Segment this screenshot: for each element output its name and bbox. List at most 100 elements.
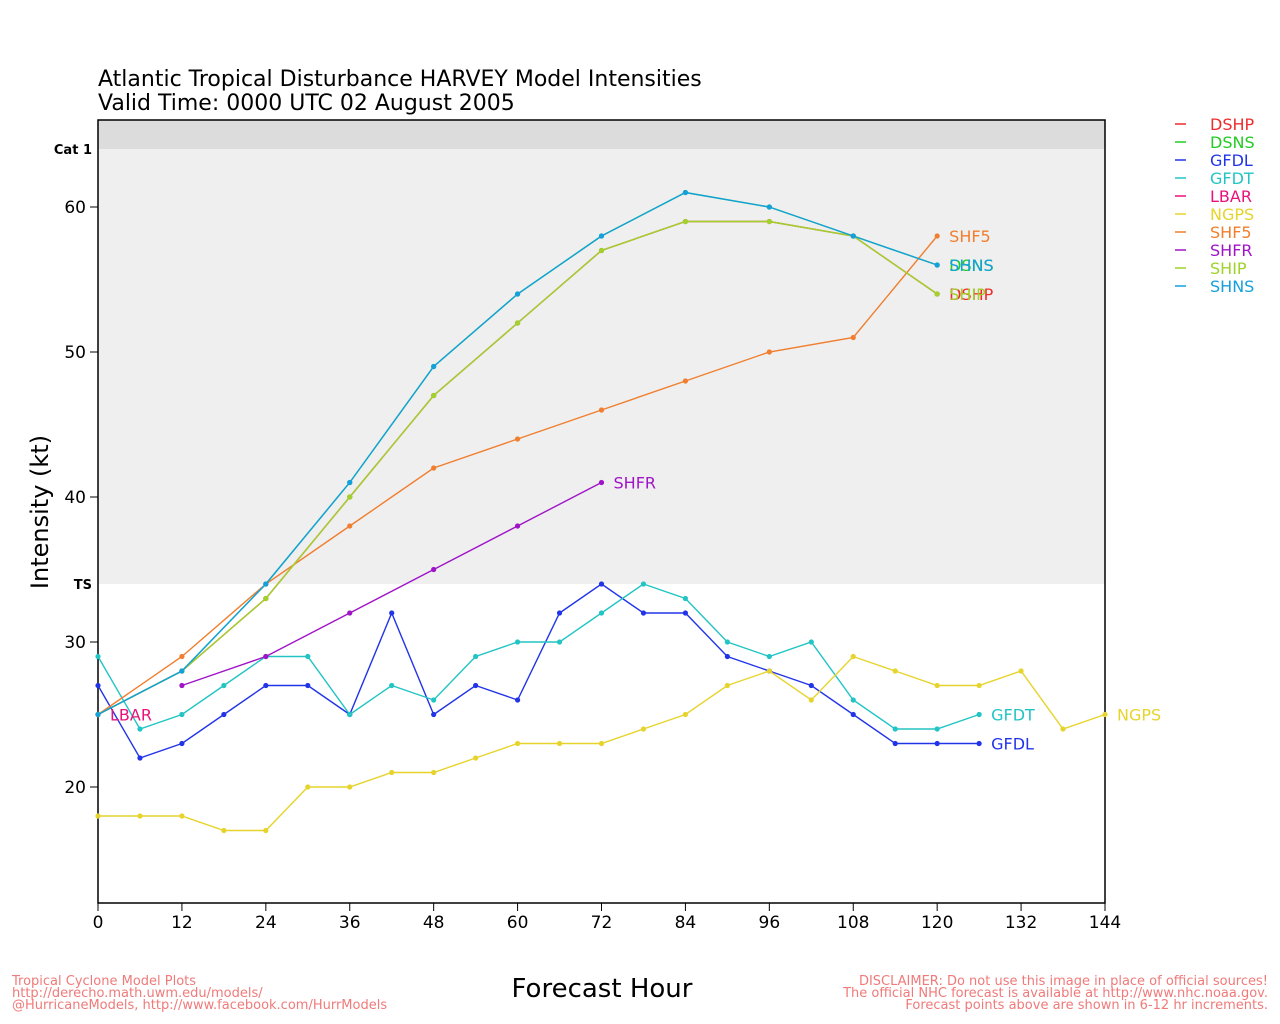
data-point-gfdl <box>473 682 479 689</box>
data-point-ngps <box>808 697 814 703</box>
data-point-gfdt <box>389 682 395 689</box>
data-point-ngps <box>766 668 772 674</box>
y-tick-label: 50 <box>64 343 86 363</box>
data-point-shf5 <box>347 523 353 529</box>
data-point-gfdt <box>850 697 856 703</box>
data-point-ship <box>263 595 269 602</box>
data-point-ngps <box>556 740 563 747</box>
data-point-shns <box>431 363 437 370</box>
data-point-shfr <box>598 479 605 486</box>
x-tick-label: 36 <box>339 913 361 933</box>
data-point-shns <box>934 262 940 268</box>
series-line-gfdt <box>97 583 980 730</box>
cat1-band <box>98 120 1105 149</box>
data-point-gfdt <box>682 595 689 602</box>
data-point-ship <box>431 392 437 399</box>
y-tick-label: 60 <box>64 198 86 218</box>
data-point-ngps <box>1102 711 1108 718</box>
data-point-shf5 <box>934 233 940 239</box>
data-point-gfdl <box>892 740 898 747</box>
x-tick-label: 60 <box>507 913 529 933</box>
x-tick-label: 96 <box>759 913 781 933</box>
data-point-gfdt <box>431 697 437 703</box>
data-point-ngps <box>431 769 437 776</box>
data-point-ngps <box>221 827 227 834</box>
ts-band <box>98 149 1105 584</box>
data-point-ngps <box>514 740 521 747</box>
data-point-ngps <box>347 784 353 790</box>
data-point-shf5 <box>514 436 521 442</box>
data-point-gfdt <box>724 639 730 645</box>
data-point-gfdt <box>347 711 353 718</box>
data-point-shns <box>682 189 689 196</box>
data-point-ngps <box>473 755 479 761</box>
data-point-gfdt <box>137 726 143 732</box>
x-tick-label: 72 <box>591 913 613 933</box>
x-tick-label: 48 <box>423 913 445 933</box>
footer-disclaimer: DISCLAIMER: Do not use this image in pla… <box>843 974 1268 1013</box>
data-point-gfdl <box>850 711 856 718</box>
threshold-label: TS <box>74 578 92 593</box>
end-label-shfr: SHFR <box>614 474 657 493</box>
data-point-shns <box>514 291 521 297</box>
end-label-lbar: LBAR <box>110 706 152 725</box>
threshold-label: Cat 1 <box>54 143 92 158</box>
data-point-gfdl <box>179 740 185 747</box>
data-point-shfr <box>431 566 437 573</box>
x-tick-label: 0 <box>93 913 104 933</box>
data-point-shf5 <box>431 465 437 471</box>
data-point-shfr <box>514 523 521 529</box>
data-point-gfdt <box>221 682 227 689</box>
data-point-gfdt <box>179 711 185 718</box>
data-point-ship <box>514 320 521 326</box>
legend-entry-lbar: LBAR <box>1210 187 1252 206</box>
data-point-gfdl <box>431 711 437 718</box>
x-tick-label: 120 <box>921 913 953 933</box>
data-point-gfdt <box>473 653 479 660</box>
legend-entry-shf5: SHF5 <box>1210 223 1252 242</box>
end-label-dsns: DSNS <box>949 256 994 275</box>
end-label-ship: SHIP <box>949 285 986 304</box>
data-point-gfdt <box>976 711 982 718</box>
data-point-gfdl <box>305 682 311 689</box>
data-point-ngps <box>976 682 982 689</box>
data-point-gfdl <box>137 755 143 761</box>
data-point-gfdt <box>766 653 772 660</box>
data-point-gfdl <box>724 653 730 660</box>
data-point-shf5 <box>850 334 856 341</box>
x-tick-label: 84 <box>675 913 697 933</box>
data-point-gfdl <box>640 610 647 616</box>
data-point-shfr <box>263 653 269 660</box>
x-tick-label: 108 <box>837 913 869 933</box>
data-point-gfdl <box>263 682 269 689</box>
data-point-gfdl <box>934 740 940 747</box>
data-point-gfdt <box>934 726 940 732</box>
data-point-gfdt <box>892 726 898 732</box>
legend-entry-ship: SHIP <box>1210 259 1247 278</box>
end-label-shns: SHNS <box>949 256 993 275</box>
legend-entry-gfdt: GFDT <box>1210 169 1254 188</box>
data-point-ngps <box>137 813 143 819</box>
data-point-gfdl <box>221 711 227 718</box>
data-point-ship <box>598 247 605 254</box>
data-point-ngps <box>389 769 395 776</box>
data-point-shns <box>598 233 605 239</box>
legend-entry-shns: SHNS <box>1210 277 1254 296</box>
y-tick-label: 20 <box>64 778 86 798</box>
data-point-ship <box>682 218 689 225</box>
data-point-shf5 <box>682 378 689 384</box>
data-point-ngps <box>263 827 269 834</box>
end-label-shf5: SHF5 <box>949 227 991 246</box>
legend-entry-dshp: DSHP <box>1210 115 1255 134</box>
data-point-shns <box>766 204 772 210</box>
data-point-ngps <box>1018 668 1024 674</box>
x-tick-label: 24 <box>255 913 277 933</box>
end-label-gfdl: GFDL <box>991 735 1034 754</box>
end-label-ngps: NGPS <box>1117 706 1161 725</box>
data-point-gfdl <box>808 682 814 689</box>
legend-entry-shfr: SHFR <box>1210 241 1253 260</box>
x-axis-label: Forecast Hour <box>512 974 693 1004</box>
data-point-gfdl <box>598 581 605 587</box>
data-point-gfdl <box>95 682 101 689</box>
data-point-shf5 <box>179 653 185 660</box>
